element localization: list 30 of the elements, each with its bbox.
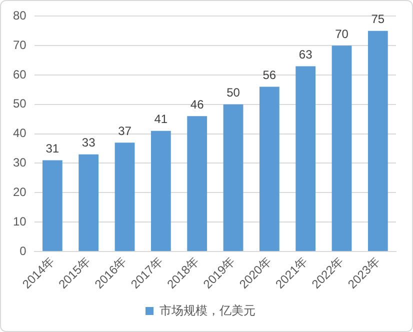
y-tick-label: 60: [12, 67, 27, 82]
data-label: 75: [371, 12, 385, 26]
bar: [187, 116, 208, 251]
data-label: 46: [190, 97, 204, 112]
y-tick-label: 0: [20, 244, 27, 258]
bar: [296, 66, 316, 251]
data-label: 70: [335, 26, 349, 41]
bar: [150, 130, 171, 251]
bar: [78, 154, 99, 251]
data-label: 50: [226, 86, 240, 100]
y-tick-label: 50: [12, 96, 27, 111]
bar: [332, 46, 352, 251]
data-label: 37: [118, 124, 132, 138]
y-tick-label: 40: [12, 126, 27, 140]
data-label: 41: [154, 112, 168, 126]
bar: [223, 104, 244, 251]
bar: [259, 86, 280, 251]
data-label: 33: [82, 136, 96, 150]
y-tick-label: 30: [12, 156, 27, 170]
y-tick-label: 80: [12, 8, 27, 23]
bar: [368, 30, 388, 251]
y-tick-label: 70: [12, 38, 27, 52]
y-tick-label: 10: [12, 214, 27, 228]
data-label: 31: [46, 142, 60, 156]
legend-label: 市场规模，亿美元: [160, 303, 256, 318]
y-tick-label: 20: [12, 184, 27, 199]
bar: [114, 142, 135, 251]
bar: [42, 160, 62, 251]
data-label: 63: [298, 48, 313, 62]
data-label: 56: [262, 68, 276, 82]
